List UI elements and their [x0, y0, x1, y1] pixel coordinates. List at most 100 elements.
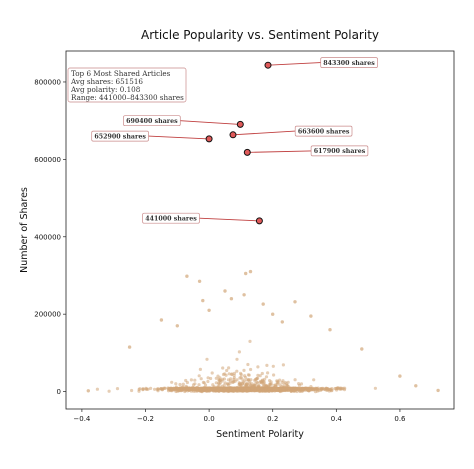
notable-points	[86, 269, 440, 393]
data-point	[181, 385, 185, 389]
data-point	[330, 387, 334, 391]
data-point	[211, 383, 215, 387]
data-point	[243, 387, 247, 391]
data-point	[222, 386, 226, 390]
data-point	[436, 388, 440, 393]
data-point	[137, 389, 141, 393]
x-axis-label: Sentiment Polarity	[216, 429, 304, 440]
data-point	[209, 387, 213, 391]
data-point	[201, 298, 205, 303]
data-point	[141, 388, 145, 392]
data-point	[228, 381, 232, 385]
data-point	[206, 376, 210, 380]
data-point	[264, 375, 269, 379]
data-point	[175, 324, 179, 328]
data-point	[191, 389, 196, 393]
annotation-connector	[180, 120, 241, 125]
data-point	[254, 377, 258, 381]
annotation-label: 441000 shares	[145, 215, 197, 222]
data-point	[167, 386, 171, 391]
data-point	[199, 388, 203, 392]
data-point	[239, 383, 243, 387]
data-point	[144, 387, 148, 391]
bulk-points	[95, 339, 377, 394]
annotation-connector	[232, 130, 296, 136]
data-point	[236, 387, 240, 391]
data-point	[266, 371, 270, 375]
data-point	[223, 289, 227, 293]
data-point	[285, 384, 289, 388]
info-line-range: Range: 441000–843300 shares	[71, 93, 184, 102]
data-point	[261, 302, 265, 306]
data-point	[214, 381, 218, 385]
data-point	[360, 347, 364, 351]
data-point	[301, 387, 305, 391]
data-point	[229, 377, 233, 381]
info-line-avg-polarity: Avg polarity: 0.108	[70, 85, 141, 94]
info-box: Top 6 Most Shared Articles Avg shares: 6…	[67, 67, 187, 103]
annotation-label: 617900 shares	[314, 148, 366, 155]
data-point	[245, 378, 249, 382]
data-point	[278, 378, 282, 382]
highlighted-point	[255, 217, 263, 225]
data-point	[191, 383, 196, 387]
y-tick-label: 400000	[34, 233, 61, 241]
data-point	[227, 366, 231, 370]
data-point	[240, 377, 244, 381]
data-point	[235, 357, 239, 361]
data-point	[272, 373, 276, 377]
data-point	[271, 312, 275, 316]
data-point	[130, 388, 134, 393]
data-point	[202, 387, 206, 391]
data-point	[214, 376, 218, 380]
annotations: 843300 shares 690400 shares 663600 shares 6…	[91, 57, 378, 225]
data-point	[217, 387, 221, 391]
annotation-label: 843300 shares	[323, 60, 375, 67]
data-point	[268, 379, 272, 383]
data-point	[177, 389, 181, 393]
y-tick-label: 600000	[34, 156, 61, 164]
data-point	[247, 373, 251, 377]
annotation-label: 652900 shares	[94, 133, 146, 140]
data-point	[244, 271, 248, 276]
data-point	[221, 372, 226, 377]
data-point	[242, 293, 246, 297]
data-point	[95, 387, 99, 391]
annotation-label: 663600 shares	[298, 128, 350, 135]
highlighted-point	[264, 61, 272, 69]
data-point	[225, 368, 229, 373]
data-point	[259, 379, 263, 383]
plot-frame	[65, 50, 455, 410]
x-tick-label: −0.4	[73, 415, 91, 423]
data-point	[181, 382, 185, 386]
data-point	[249, 378, 253, 382]
data-point	[313, 387, 317, 391]
data-point	[286, 380, 290, 384]
data-point	[221, 366, 225, 370]
data-point	[307, 388, 311, 392]
data-point	[227, 372, 231, 376]
annotation-connector	[267, 62, 321, 66]
data-point	[261, 382, 265, 386]
data-point	[153, 387, 157, 391]
annotation-box	[123, 115, 181, 127]
x-tick-label: 0.2	[267, 415, 278, 423]
data-point	[232, 371, 237, 375]
data-point	[246, 362, 250, 367]
data-point	[197, 279, 202, 283]
data-point	[218, 376, 222, 380]
data-point	[293, 300, 297, 304]
data-point	[333, 387, 337, 391]
data-point	[328, 328, 332, 332]
info-box-frame	[67, 67, 187, 103]
data-point	[249, 367, 253, 372]
y-tick-label: 0	[57, 388, 61, 396]
data-point	[325, 388, 329, 392]
annotation-label: 690400 shares	[126, 118, 178, 125]
data-point	[239, 386, 243, 390]
data-point	[254, 384, 258, 388]
data-point	[206, 379, 210, 384]
data-point	[285, 386, 289, 390]
data-point	[115, 387, 120, 391]
